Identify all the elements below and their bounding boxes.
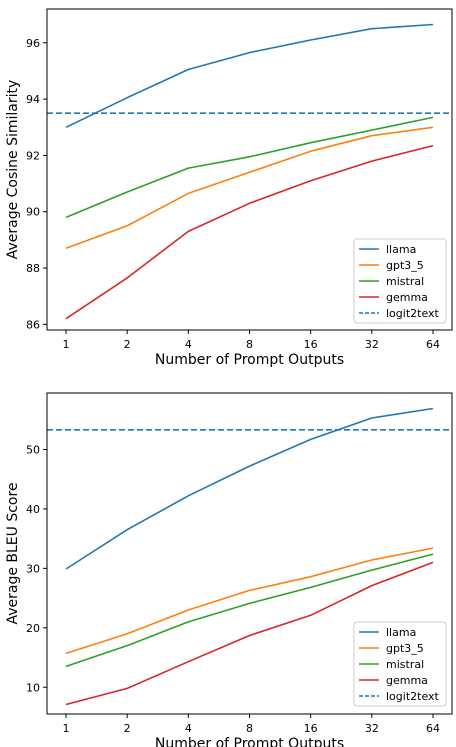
plot-frame <box>46 392 453 715</box>
x-tick-label: 4 <box>185 722 192 735</box>
x-axis-label: Number of Prompt Outputs <box>155 352 344 368</box>
legend-label-logit2text: logit2text <box>386 690 440 703</box>
x-tick-label: 32 <box>365 722 379 735</box>
y-tick-label: 10 <box>26 681 40 694</box>
legend-frame <box>353 238 447 324</box>
x-tick-label: 16 <box>304 338 318 351</box>
y-tick-label: 92 <box>26 149 40 162</box>
x-axis-label: Number of Prompt Outputs <box>155 736 344 747</box>
legend-label-gemma: gemma <box>386 674 428 687</box>
y-axis-label: Average Cosine Similarity <box>5 80 21 260</box>
series-line-llama <box>65 407 434 570</box>
x-tick-label: 1 <box>63 722 70 735</box>
series-line-mistral <box>65 116 434 219</box>
legend-label-mistral: mistral <box>386 275 424 288</box>
legend-label-gemma: gemma <box>386 291 428 304</box>
legend-label-llama: llama <box>386 243 416 256</box>
y-axis-label: Average BLEU Score <box>5 482 21 624</box>
legend-label-mistral: mistral <box>386 658 424 671</box>
x-tick-label: 32 <box>365 338 379 351</box>
y-tick-label: 94 <box>26 93 40 106</box>
x-tick-label: 2 <box>124 722 131 735</box>
legend-label-gpt3_5: gpt3_5 <box>386 642 424 655</box>
legend-label-gpt3_5: gpt3_5 <box>386 259 424 272</box>
series-line-gemma <box>65 561 434 706</box>
legend-label-logit2text: logit2text <box>386 307 440 320</box>
y-tick-label: 30 <box>26 562 40 575</box>
x-tick-label: 64 <box>426 722 440 735</box>
x-tick-label: 2 <box>124 338 131 351</box>
y-tick-label: 96 <box>26 37 40 50</box>
series-line-gpt3_5 <box>65 547 434 655</box>
chart-2: 10 20 30 40 50 1 2 4 8 16 32 64 Number of Prompt Out… <box>5 392 453 747</box>
y-tick-label: 90 <box>26 206 40 219</box>
x-tick-label: 8 <box>246 722 253 735</box>
legend-label-llama: llama <box>386 626 416 639</box>
series-line-mistral <box>65 553 434 668</box>
y-tick-label: 40 <box>26 503 40 516</box>
x-tick-label: 16 <box>304 722 318 735</box>
chart-1: 86 88 90 92 94 96 1 2 4 8 16 32 64 Number of Prompt O… <box>5 8 453 368</box>
x-tick-label: 4 <box>185 338 192 351</box>
x-tick-label: 1 <box>63 338 70 351</box>
y-tick-label: 20 <box>26 622 40 635</box>
y-tick-label: 50 <box>26 443 40 456</box>
series-line-gpt3_5 <box>65 126 434 250</box>
plot-frame <box>46 8 453 331</box>
legend-frame <box>353 621 447 707</box>
series-line-llama <box>65 23 434 129</box>
y-tick-label: 88 <box>26 262 40 275</box>
series-line-gemma <box>65 144 434 320</box>
x-tick-label: 64 <box>426 338 440 351</box>
y-tick-label: 86 <box>26 318 40 331</box>
x-tick-label: 8 <box>246 338 253 351</box>
